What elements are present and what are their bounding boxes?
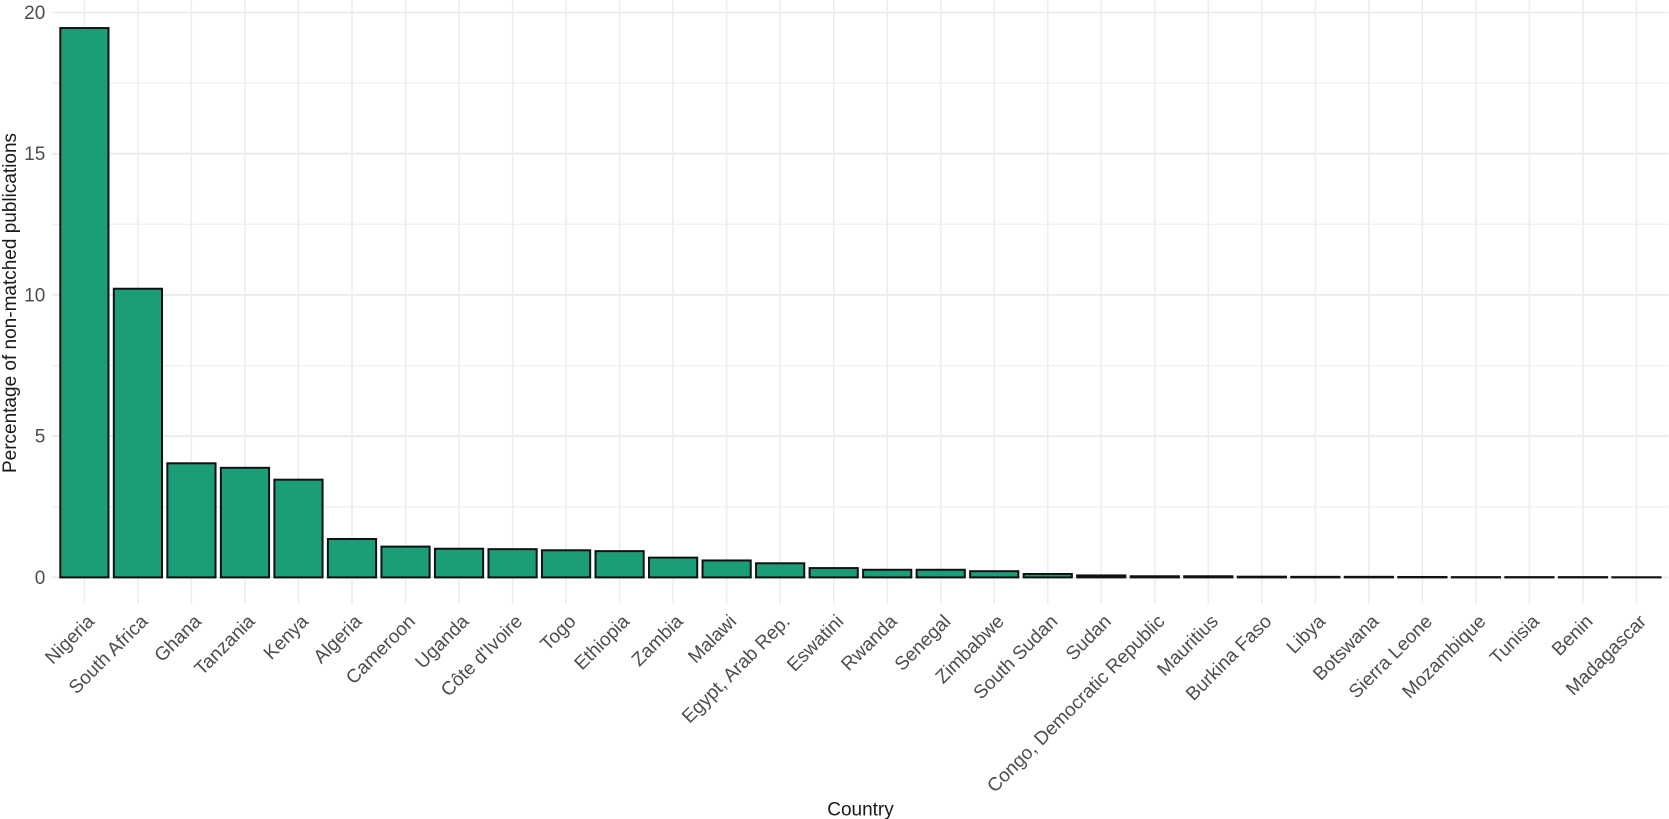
svg-text:Percentage of non-matched publ: Percentage of non-matched publications	[0, 133, 21, 473]
svg-text:15: 15	[24, 144, 45, 165]
svg-text:5: 5	[35, 427, 46, 448]
svg-text:20: 20	[24, 3, 45, 24]
svg-text:0: 0	[35, 568, 46, 589]
svg-text:Country: Country	[827, 799, 894, 819]
svg-text:10: 10	[24, 285, 45, 306]
